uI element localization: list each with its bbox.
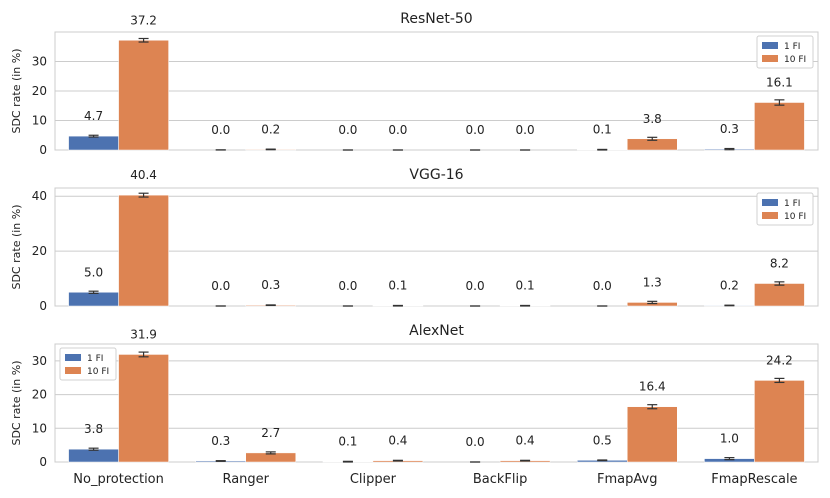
data-label: 0.3 — [720, 122, 739, 136]
data-label: 2.7 — [261, 426, 280, 440]
data-label: 40.4 — [130, 168, 157, 182]
chart-title: ResNet-50 — [400, 11, 472, 27]
data-label: 16.1 — [766, 76, 793, 90]
x-tick-label: Clipper — [350, 472, 397, 487]
legend-swatch — [65, 354, 81, 361]
data-label: 0.0 — [466, 435, 485, 449]
data-label: 0.0 — [211, 123, 230, 137]
x-tick-label: Ranger — [222, 472, 269, 487]
data-label: 24.2 — [766, 353, 793, 367]
data-label: 0.0 — [338, 279, 357, 293]
legend-swatch — [762, 42, 778, 49]
y-tick-label: 30 — [32, 55, 47, 69]
x-tick-label: BackFlip — [473, 472, 528, 487]
data-label: 0.0 — [388, 123, 407, 137]
legend-swatch — [65, 367, 81, 374]
y-tick-label: 40 — [32, 189, 47, 203]
data-label: 8.2 — [770, 256, 789, 270]
chart-title: VGG-16 — [409, 167, 463, 183]
y-tick-label: 0 — [39, 143, 47, 157]
y-tick-label: 20 — [32, 244, 47, 258]
bar-10fi — [118, 194, 169, 307]
data-label: 0.1 — [516, 279, 535, 293]
bar-10fi — [754, 283, 805, 307]
data-label: 0.0 — [466, 279, 485, 293]
x-tick-label: No_protection — [73, 472, 164, 487]
bar-1fi — [68, 292, 119, 307]
legend-label: 10 FI — [784, 55, 806, 65]
legend-swatch — [762, 55, 778, 62]
data-label: 1.0 — [720, 432, 739, 446]
data-label: 0.0 — [516, 123, 535, 137]
data-label: 0.4 — [388, 434, 407, 448]
data-label: 0.5 — [593, 433, 612, 447]
bar-10fi — [118, 40, 169, 151]
bar-1fi — [68, 135, 119, 151]
data-label: 0.3 — [261, 278, 280, 292]
legend-label: 1 FI — [784, 42, 800, 52]
x-tick-label: FmapAvg — [597, 472, 657, 487]
plot-frame — [54, 187, 819, 307]
bar-10fi — [627, 406, 678, 463]
data-label: 3.8 — [84, 422, 103, 436]
data-label: 0.0 — [338, 123, 357, 137]
y-tick-label: 0 — [39, 455, 47, 469]
data-label: 0.0 — [211, 279, 230, 293]
data-label: 0.1 — [593, 123, 612, 137]
data-label: 4.7 — [84, 109, 103, 123]
y-axis-label: SDC rate (in %) — [10, 48, 23, 133]
plot-frame — [54, 31, 819, 151]
y-axis-label: SDC rate (in %) — [10, 360, 23, 445]
bar-10fi — [118, 354, 169, 463]
y-tick-label: 20 — [32, 84, 47, 98]
plot-frame — [54, 343, 819, 463]
y-tick-label: 10 — [32, 114, 47, 128]
chart-title: AlexNet — [409, 323, 464, 339]
bar-10fi — [754, 380, 805, 463]
data-label: 0.2 — [261, 122, 280, 136]
legend-label: 1 FI — [87, 354, 103, 364]
data-label: 3.8 — [643, 112, 662, 126]
legend-label: 1 FI — [784, 199, 800, 209]
data-label: 0.1 — [388, 279, 407, 293]
legend-swatch — [762, 212, 778, 219]
data-label: 0.1 — [338, 435, 357, 449]
data-label: 0.0 — [466, 123, 485, 137]
data-label: 0.0 — [593, 279, 612, 293]
y-tick-label: 0 — [39, 299, 47, 313]
y-axis-label: SDC rate (in %) — [10, 204, 23, 289]
data-label: 16.4 — [639, 380, 666, 394]
data-label: 1.3 — [643, 275, 662, 289]
data-label: 31.9 — [130, 327, 157, 341]
data-label: 0.3 — [211, 434, 230, 448]
data-label: 0.2 — [720, 278, 739, 292]
bar-10fi — [754, 102, 805, 151]
bar-1fi — [68, 448, 119, 463]
y-tick-label: 30 — [32, 354, 47, 368]
x-tick-label: FmapRescale — [711, 472, 797, 487]
data-label: 0.4 — [516, 434, 535, 448]
legend-swatch — [762, 199, 778, 206]
data-label: 37.2 — [130, 13, 157, 27]
legend-label: 10 FI — [784, 212, 806, 222]
legend-label: 10 FI — [87, 367, 109, 377]
y-tick-label: 10 — [32, 421, 47, 435]
y-tick-label: 20 — [32, 388, 47, 402]
data-label: 5.0 — [84, 265, 103, 279]
